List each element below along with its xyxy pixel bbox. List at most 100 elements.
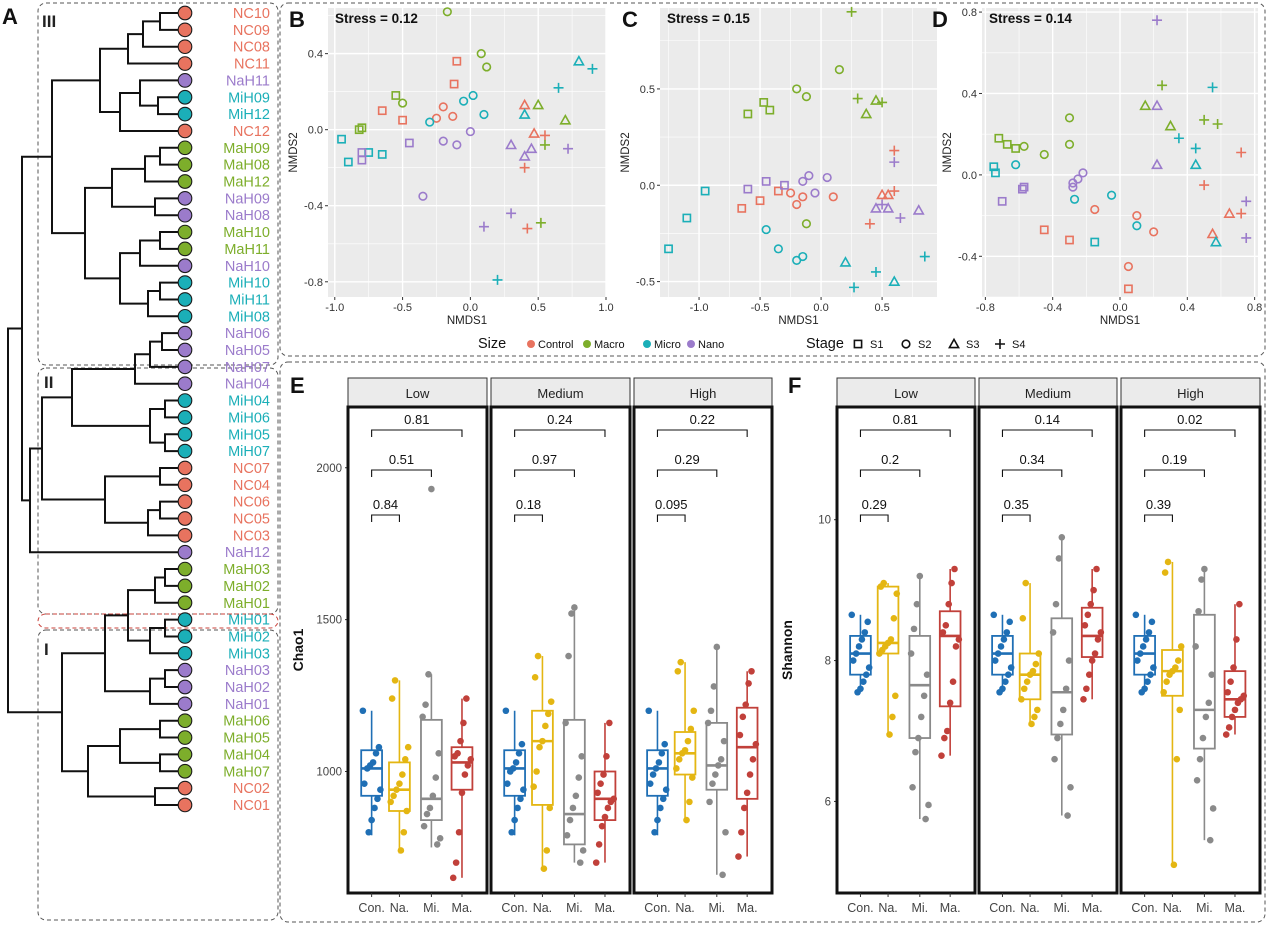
point-circle xyxy=(482,62,492,72)
point-triangle xyxy=(505,138,518,150)
data-point xyxy=(1234,699,1242,707)
point-triangle xyxy=(1206,227,1219,239)
data-point xyxy=(739,713,747,721)
point-plus xyxy=(1199,114,1210,125)
x-tick-label: Mi. xyxy=(566,901,583,915)
x-tick-label: Mi. xyxy=(911,901,928,915)
x-tick-label: Ma. xyxy=(452,901,473,915)
point-plus xyxy=(553,82,564,93)
size-legend-label: Micro xyxy=(654,339,681,351)
data-point xyxy=(449,874,457,882)
point-circle xyxy=(1068,182,1078,192)
leaf-label: MaH03 xyxy=(223,562,270,578)
panel-label-f: F xyxy=(788,373,801,398)
plot-background xyxy=(328,8,606,297)
data-point xyxy=(1084,611,1092,619)
data-point xyxy=(662,786,670,794)
pvalue-bracket xyxy=(371,514,400,522)
data-point xyxy=(1161,569,1169,576)
leaf-marker xyxy=(177,629,193,644)
data-point xyxy=(1094,636,1102,643)
data-point xyxy=(861,629,869,636)
nmds-panels-box xyxy=(279,2,1266,357)
facet-strip xyxy=(633,377,773,408)
data-point xyxy=(886,731,893,738)
pvalue-bracket xyxy=(514,429,606,437)
leaf-label: MaH12 xyxy=(223,175,270,191)
point-plus xyxy=(995,339,1005,349)
leaf-label: MaH11 xyxy=(224,242,270,258)
pvalue-label: 0.02 xyxy=(1177,412,1202,427)
stage-legend-label: S2 xyxy=(918,339,931,351)
data-point xyxy=(1227,678,1234,685)
data-point xyxy=(569,804,577,812)
panel-label-a: A xyxy=(2,4,18,29)
point-square xyxy=(773,186,783,196)
data-point xyxy=(600,771,607,778)
data-point xyxy=(649,771,657,778)
leaf-label: MaH01 xyxy=(223,596,270,612)
data-point xyxy=(1051,755,1058,763)
data-point xyxy=(467,756,475,763)
data-point xyxy=(547,698,555,705)
data-point xyxy=(1035,650,1043,657)
data-point xyxy=(945,600,953,608)
size-legend-key xyxy=(687,340,695,348)
data-point xyxy=(938,752,945,759)
data-point xyxy=(372,749,380,757)
x-tick-label: 1.0 xyxy=(598,302,613,314)
data-point xyxy=(1201,565,1208,573)
data-point xyxy=(858,636,866,643)
leaf-label: NaH11 xyxy=(226,73,270,89)
data-point xyxy=(1193,777,1201,784)
plot-background xyxy=(660,8,937,297)
point-circle xyxy=(1106,190,1117,200)
data-point xyxy=(658,749,666,757)
data-point xyxy=(1093,565,1100,573)
leaf-label: MiH06 xyxy=(228,410,270,426)
data-point xyxy=(387,798,394,806)
data-point xyxy=(943,727,951,735)
nmds-panel-B: -1.0 -0.5 0.0 0.5 1.0 0.4 0.0 -0.4 -0.8 NMDS1 NMDS… xyxy=(288,7,614,327)
point-circle xyxy=(431,113,442,123)
data-point xyxy=(1225,724,1233,731)
data-point xyxy=(997,643,1005,650)
data-point xyxy=(1198,576,1205,583)
leaf-marker xyxy=(177,763,193,779)
data-point xyxy=(423,810,431,818)
leaf-marker xyxy=(177,157,193,172)
point-circle xyxy=(810,188,820,198)
data-point xyxy=(707,707,715,715)
point-plus xyxy=(535,217,546,228)
size-legend-title: Size xyxy=(478,336,506,352)
leaf-label: MiH11 xyxy=(229,292,270,308)
point-circle xyxy=(801,219,812,229)
leaf-marker xyxy=(177,780,193,796)
data-point xyxy=(920,692,928,700)
y-tick-label: 0.5 xyxy=(640,84,655,96)
data-point xyxy=(565,652,572,660)
x-tick-label: Mi. xyxy=(708,901,725,915)
leaf-marker xyxy=(177,561,193,577)
leaf-marker xyxy=(177,747,193,762)
data-point xyxy=(1034,706,1041,714)
point-triangle xyxy=(1209,235,1222,247)
leaf-label: MiH05 xyxy=(228,427,270,443)
data-point xyxy=(1233,636,1240,643)
data-point xyxy=(592,859,600,866)
point-circle xyxy=(1039,149,1049,160)
data-point xyxy=(1090,586,1097,594)
data-point xyxy=(657,804,664,812)
x-tick-label: -0.8 xyxy=(976,302,995,314)
data-point xyxy=(361,780,368,787)
leaf-marker xyxy=(177,224,193,240)
point-circle xyxy=(804,171,814,181)
point-triangle xyxy=(518,108,531,119)
stress-label: Stress = 0.15 xyxy=(667,11,750,26)
point-circle xyxy=(822,172,832,183)
x-tick-label: Con. xyxy=(501,901,527,915)
point-circle xyxy=(1078,168,1088,178)
data-point xyxy=(1087,600,1095,608)
pvalue-label: 0.29 xyxy=(674,452,699,467)
point-triangle xyxy=(882,188,895,200)
